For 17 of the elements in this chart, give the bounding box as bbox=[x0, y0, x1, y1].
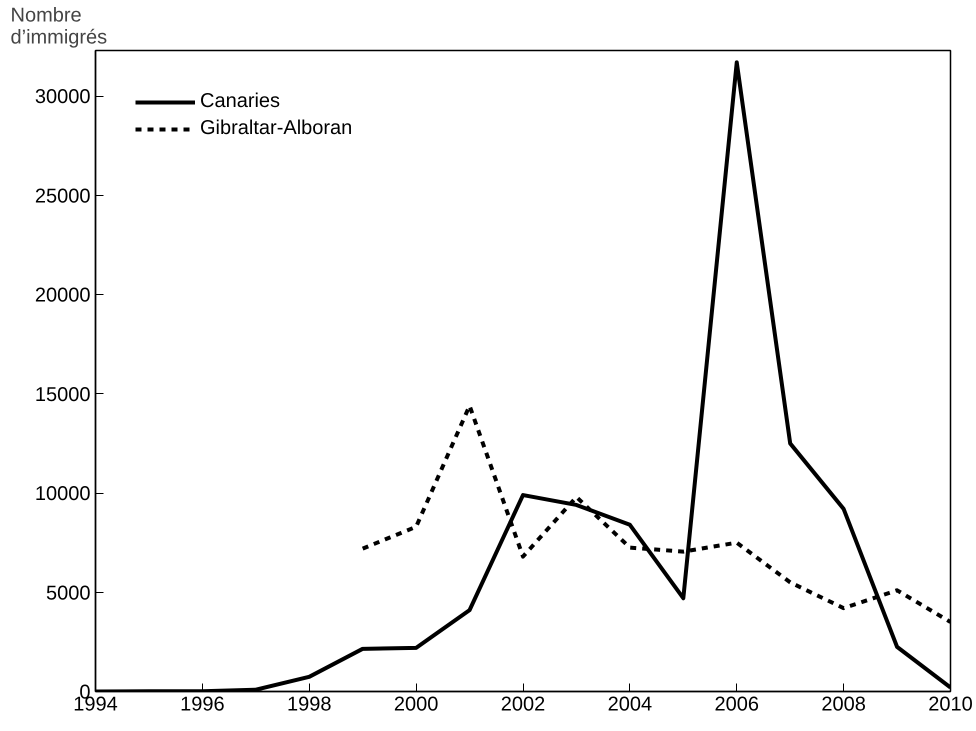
legend-label: Gibraltar-Alboran bbox=[200, 117, 352, 140]
y-tick-label: 20000 bbox=[34, 284, 91, 307]
y-tick-label: 30000 bbox=[34, 86, 91, 108]
x-tick-label: 2002 bbox=[500, 694, 546, 716]
x-tick-label: 2008 bbox=[821, 694, 866, 716]
y-axis-title: Nombre d’immigrés bbox=[10, 4, 108, 48]
y-tick-label: 25000 bbox=[34, 185, 91, 208]
x-tick-label: 2010 bbox=[928, 694, 973, 716]
x-tick-label: 2006 bbox=[714, 694, 760, 716]
y-tick-label: 15000 bbox=[34, 384, 91, 406]
x-tick-label: 1996 bbox=[180, 694, 225, 716]
x-tick-label: 2004 bbox=[608, 694, 652, 716]
legend-label: Canaries bbox=[200, 90, 280, 113]
x-tick-label: 2000 bbox=[394, 694, 438, 716]
y-tick-label: 10000 bbox=[34, 483, 91, 506]
y-tick-label: 5000 bbox=[46, 582, 91, 604]
x-tick-label: 1998 bbox=[287, 694, 332, 716]
